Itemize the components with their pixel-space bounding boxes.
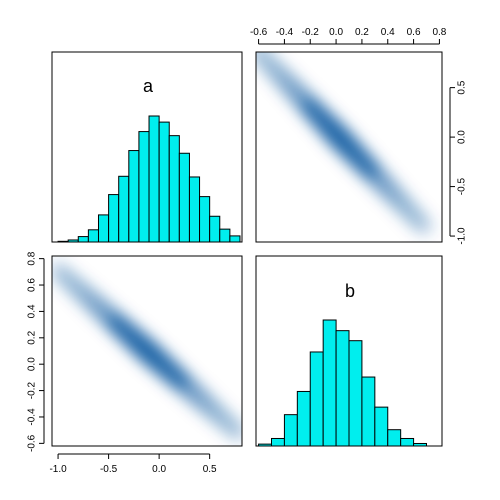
hist-b-bar-5: [322, 319, 337, 447]
top-axis-tick-label-3: 0.0: [329, 27, 343, 38]
hist-b-bar-1: [271, 437, 285, 447]
right-axis-tick-label-0: 0.5: [457, 80, 468, 94]
top-axis-tick-label-0: -0.6: [250, 27, 268, 38]
right-axis-tick-label-1: 0.0: [457, 130, 468, 144]
hist-b-bar-8: [361, 376, 376, 447]
hist-b-bar-2: [283, 414, 298, 447]
hist-a-bar-1: [67, 239, 79, 243]
hist-a-bar-15: [209, 215, 221, 243]
left-axis-tick-label-1: 0.6: [27, 278, 38, 292]
left-axis-tick-label-6: -0.4: [27, 408, 38, 426]
hist-a-bar-3: [87, 229, 99, 243]
hist-b-bar-7: [348, 340, 363, 447]
bottom-axis-tick-label-3: 0.5: [203, 464, 217, 475]
hist-b-label: b: [345, 281, 355, 301]
right-axis-tick-label-3: -1.0: [457, 227, 468, 245]
hist-a-bar-5: [108, 194, 120, 243]
hist-b-bar-9: [374, 406, 389, 447]
hist-a-bar-10: [158, 121, 170, 243]
hist-a-bar-11: [168, 135, 180, 243]
left-axis: 0.8 0.6 0.4 0.2 0.0 -0.2 -0.4 -0.6: [27, 251, 45, 452]
top-axis-tick-label-4: 0.2: [355, 27, 369, 38]
hist-a-bar-13: [188, 176, 201, 243]
top-axis-tick-label-7: 0.8: [432, 27, 446, 38]
hist-a-bar-9: [148, 115, 160, 243]
hist-a-bar-12: [178, 152, 190, 243]
top-axis-tick-label-1: -0.4: [276, 27, 294, 38]
hist-a-bar-16: [219, 228, 231, 243]
top-axis-tick-label-5: 0.4: [381, 27, 395, 38]
top-axis-tick-label-6: 0.6: [407, 27, 421, 38]
bottom-axis-tick-label-1: -0.5: [100, 464, 118, 475]
hist-a-label: a: [143, 76, 154, 96]
left-axis-tick-label-3: 0.2: [27, 330, 38, 344]
density-a-b-core: [107, 314, 189, 389]
top-axis-tick-label-2: -0.2: [302, 27, 320, 38]
right-axis-tick-label-2: -0.5: [457, 178, 468, 196]
top-axis: -0.6 -0.4 -0.2 0.0 0.2 0.4 0.6 0.8: [250, 27, 447, 45]
density-b-a-blob-28: [412, 215, 435, 238]
bottom-axis: -1.0 -0.5 0.0 0.5: [49, 453, 217, 475]
hist-a-bar-0: [57, 240, 69, 243]
hist-b-bar-12: [413, 442, 427, 447]
hist-b-bar-3: [296, 390, 311, 447]
panel-scatter-a-b-frame: [51, 255, 243, 447]
panel-hist-a: a: [51, 51, 243, 243]
left-axis-tick-label-5: -0.2: [27, 382, 38, 400]
panel-scatter-a-b: -1.0 -0.5 0.0 0.5 0.8 0.6 0.4 0.2 0.0 -0.2 -0.4 -0…: [27, 251, 243, 475]
left-axis-tick-label-7: -0.6: [27, 434, 38, 452]
bottom-axis-tick-label-2: 0.0: [152, 464, 166, 475]
hist-b-bar-10: [387, 429, 402, 447]
hist-a-bar-8: [138, 131, 150, 243]
hist-a-bar-4: [97, 214, 110, 243]
density-a-b-blurred: [52, 259, 242, 444]
density-b-a-blurred: [256, 52, 435, 238]
hist-a-bar-17: [229, 235, 241, 243]
hist-a-bar-6: [118, 175, 130, 243]
panel-hist-b: b: [255, 255, 443, 447]
hist-a-bar-7: [128, 150, 140, 243]
right-axis: 0.5 0.0 -0.5 -1.0: [449, 80, 468, 245]
density-cloud-b-a: [256, 52, 435, 238]
hist-b-bars: [258, 319, 427, 447]
bottom-axis-tick-label-0: -1.0: [49, 464, 67, 475]
hist-b-bar-6: [335, 330, 350, 447]
hist-b-bar-0: [258, 443, 272, 447]
density-b-a-core: [301, 98, 379, 179]
left-axis-tick-label-0: 0.8: [27, 251, 38, 265]
panel-scatter-b-a: -0.6 -0.4 -0.2 0.0 0.2 0.4 0.6 0.8 0.5 0.0 -0.5 -1…: [250, 27, 468, 245]
hist-b-bar-11: [400, 437, 415, 447]
panel-scatter-b-a-frame: [255, 51, 443, 243]
hist-a-bar-2: [77, 236, 89, 243]
density-cloud-a-b: [52, 259, 242, 444]
left-axis-tick-label-2: 0.4: [27, 304, 38, 318]
left-axis-tick-label-4: 0.0: [27, 357, 38, 371]
density-a-b-blob-28: [226, 421, 242, 444]
hist-a-bar-14: [199, 196, 211, 243]
hist-b-bar-4: [309, 351, 324, 447]
hist-a-bars: [57, 115, 241, 243]
